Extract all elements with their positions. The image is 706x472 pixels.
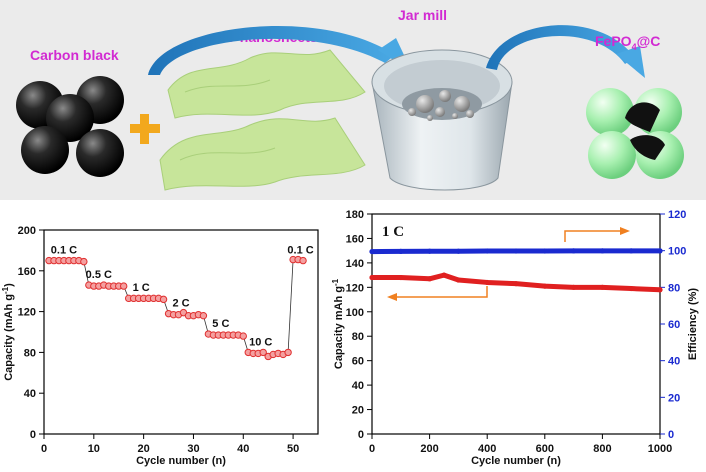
- capacity-data-point: [599, 284, 606, 290]
- rate-annotation: 0.1 C: [51, 244, 77, 256]
- cycling-x-tick-label: 0: [369, 443, 375, 455]
- capacity-data-point: [542, 283, 548, 289]
- cycling-y2-tick-label: 120: [668, 209, 686, 221]
- cycling-y-tick-label: 180: [346, 209, 364, 221]
- cycling-y2-axis-label: Efficiency (%): [687, 288, 699, 360]
- rate-x-tick-label: 40: [237, 443, 249, 455]
- cycling-x-axis-label: Cycle number (n): [471, 455, 561, 467]
- capacity-data-point: [369, 274, 375, 281]
- rate-annotation: 0.5 C: [86, 269, 112, 281]
- jar-mill: [371, 49, 513, 191]
- capacity-data-point: [441, 272, 447, 278]
- efficiency-data-point: [599, 248, 606, 254]
- rate-data-point: [299, 256, 307, 265]
- jar-mill-label: Jar mill: [398, 7, 447, 23]
- rate-y-tick-label: 80: [24, 347, 36, 359]
- rate-y-axis-label: Capacity (mAh g-1): [1, 283, 15, 381]
- rate-data-point: [80, 257, 88, 266]
- cycling-y-axis-label: Capacity mAh g-1: [331, 278, 345, 369]
- rate-x-tick-label: 0: [41, 443, 47, 455]
- nanosheets-shape: [159, 49, 366, 191]
- rate-x-tick-label: 30: [187, 443, 199, 455]
- arrow-right-to-efficiency-icon: [564, 227, 630, 242]
- rate-data-point: [159, 295, 168, 304]
- rate-y-tick-label: 200: [18, 225, 36, 237]
- efficiency-data-point: [455, 248, 461, 254]
- efficiency-data-point: [513, 248, 519, 254]
- cycling-plot-frame: [371, 213, 661, 435]
- cycling-y-tick-label: 120: [346, 282, 364, 294]
- rate-y-tick-label: 40: [24, 388, 36, 400]
- capacity-data-point: [427, 276, 433, 282]
- efficiency-data-point: [571, 248, 577, 254]
- cycling-y-tick-label: 40: [352, 380, 364, 392]
- rate-annotation: 1 C: [133, 282, 150, 294]
- efficiency-data-point: [398, 248, 404, 254]
- arrow-left-to-capacity-icon: [387, 286, 488, 301]
- cycling-y-tick-label: 20: [352, 405, 364, 417]
- carbon-black-label: Carbon black: [30, 47, 119, 63]
- cycling-y2-tick-label: 20: [668, 392, 680, 404]
- cycling-y2-tick-label: 80: [668, 282, 680, 294]
- rate-data-point: [284, 348, 292, 357]
- rate-annotation: 10 C: [249, 336, 272, 348]
- capacity-series-line: [369, 272, 663, 293]
- cycling-title: 1 C: [382, 224, 404, 240]
- carbon-black-spheres: [16, 76, 124, 177]
- cycling-x-tick-label: 800: [593, 443, 611, 455]
- rate-annotation: 0.1 C: [287, 244, 313, 256]
- product-composite: [586, 88, 684, 179]
- cycling-y2-tick-label: 40: [668, 356, 680, 368]
- rate-x-tick-label: 20: [138, 443, 150, 455]
- rate-data-point: [120, 282, 128, 290]
- cycling-y-tick-label: 100: [346, 307, 364, 319]
- cycling-y2-tick-label: 60: [668, 319, 680, 331]
- rate-annotation: 5 C: [212, 318, 229, 330]
- rate-y-tick-label: 0: [30, 429, 36, 441]
- efficiency-data-point: [369, 248, 375, 255]
- capacity-data-point: [657, 287, 663, 293]
- rate-capability-chart: 0 40 80 120 160 200 0 10 20 30 40 50 0.1 C 0.5 C 1 C 2 …: [1, 225, 319, 467]
- rate-data-point: [199, 311, 208, 320]
- rate-y-tick-label: 120: [18, 307, 36, 319]
- plus-icon: [130, 114, 160, 144]
- cycling-y-tick-label: 160: [346, 233, 364, 245]
- capacity-data-point: [513, 281, 519, 287]
- rate-x-tick-label: 10: [88, 443, 100, 455]
- rate-data-point: [259, 348, 267, 357]
- cycling-x-tick-label: 200: [420, 443, 438, 455]
- cycling-y-tick-label: 0: [358, 429, 364, 441]
- scheme-svg: Carbon black 2D nanosheets: [16, 7, 684, 191]
- rate-x-axis-label: Cycle number (n): [136, 455, 226, 467]
- cycling-y2-tick-label: 0: [668, 429, 674, 441]
- synthesis-scheme: Carbon black 2D nanosheets: [0, 0, 706, 200]
- capacity-data-point: [571, 284, 577, 290]
- arrow-to-product-icon: [486, 25, 645, 78]
- rate-y-tick-label: 160: [18, 266, 36, 278]
- capacity-data-point: [484, 279, 490, 286]
- efficiency-data-point: [427, 248, 433, 254]
- efficiency-data-point: [542, 248, 548, 254]
- rate-plot-frame: [43, 229, 319, 435]
- efficiency-data-point: [628, 248, 634, 254]
- cycling-x-tick-label: 600: [536, 443, 554, 455]
- efficiency-data-point: [484, 248, 490, 254]
- cycling-y2-tick-label: 100: [668, 246, 686, 258]
- rate-annotation: 2 C: [172, 298, 189, 310]
- capacity-data-point: [398, 274, 404, 281]
- capacity-data-point: [628, 285, 634, 292]
- efficiency-data-point: [657, 248, 663, 254]
- capacity-data-point: [455, 277, 461, 283]
- cycling-y-tick-label: 140: [346, 258, 364, 270]
- cycling-y-tick-label: 80: [352, 331, 364, 343]
- cycling-chart: 0 20 40 60 80 100 120 140 160 180 0 20 40 60 80 100 120 0…: [331, 209, 699, 467]
- cycling-x-tick-label: 400: [478, 443, 496, 455]
- cycling-y-tick-label: 60: [352, 356, 364, 368]
- cycling-x-tick-label: 1000: [648, 443, 672, 455]
- rate-data-point: [239, 332, 247, 340]
- product-label: FePO4@C: [595, 33, 660, 52]
- rate-x-tick-label: 50: [287, 443, 299, 455]
